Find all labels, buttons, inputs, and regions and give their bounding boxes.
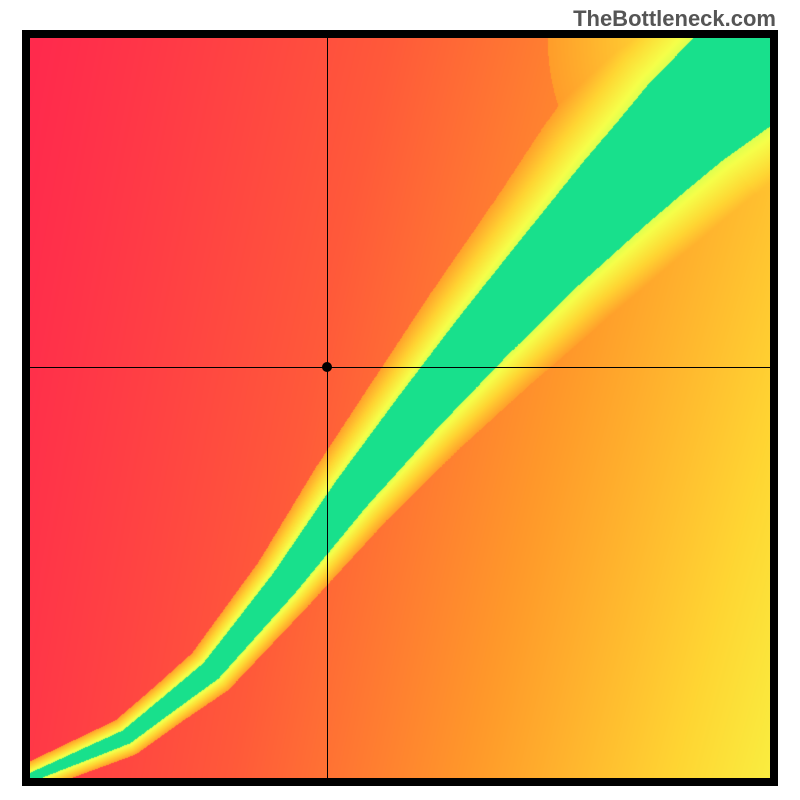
plot-area [30, 38, 770, 778]
selection-marker [322, 362, 332, 372]
crosshair-horizontal [30, 367, 770, 368]
bottleneck-heatmap [30, 38, 770, 778]
watermark-text: TheBottleneck.com [573, 6, 776, 32]
chart-frame [22, 30, 778, 786]
crosshair-vertical [327, 38, 328, 778]
